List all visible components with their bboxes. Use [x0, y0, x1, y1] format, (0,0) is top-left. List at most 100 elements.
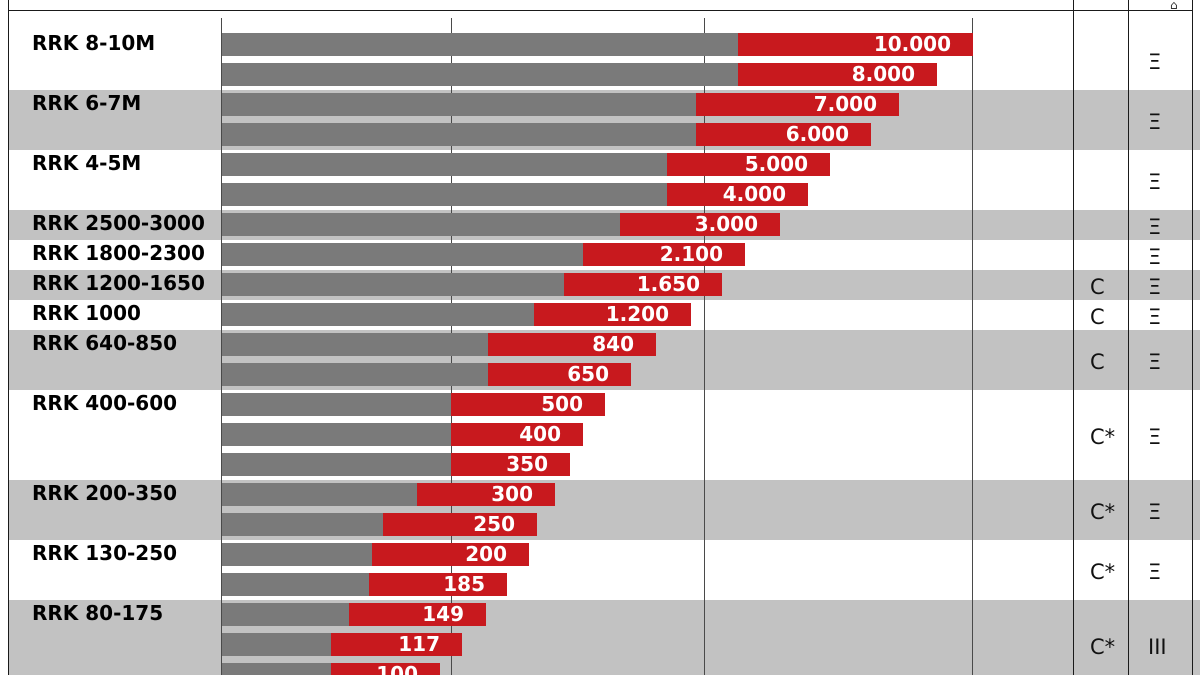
group-label: RRK 400-600: [32, 391, 178, 415]
menu-icon: III: [1148, 634, 1167, 659]
bar-base-segment: [222, 663, 331, 675]
bar-base-segment: [222, 543, 373, 566]
bar-base-segment: [222, 93, 696, 116]
bar-value-label: 10.000: [738, 33, 973, 56]
bar-base-segment: [222, 453, 451, 476]
bar: 149: [222, 603, 486, 626]
bar: 650: [222, 363, 631, 386]
menu-icon: Ξ: [1148, 424, 1162, 449]
group-label: RRK 1200-1650: [32, 271, 205, 295]
class-marker: C*: [1090, 424, 1116, 449]
menu-icon: Ξ: [1148, 274, 1162, 299]
bar: 250: [222, 513, 537, 536]
row-band: [8, 600, 1200, 675]
group-label: RRK 1800-2300: [32, 241, 205, 265]
class-marker: C: [1090, 274, 1105, 299]
bar: 350: [222, 453, 570, 476]
class-marker: C*: [1090, 499, 1116, 524]
group-label: RRK 8-10M: [32, 31, 156, 55]
bar-base-segment: [222, 633, 331, 656]
bar: 400: [222, 423, 583, 446]
bar: 6.000: [222, 123, 871, 146]
bar-value-label: 5.000: [667, 153, 830, 176]
bar-value-label: 8.000: [738, 63, 937, 86]
bar: 4.000: [222, 183, 808, 206]
bar-base-segment: [222, 423, 451, 446]
class-marker: C*: [1090, 634, 1116, 659]
bar-value-label: 400: [451, 423, 583, 446]
bar-value-label: 500: [451, 393, 605, 416]
menu-icon: Ξ: [1148, 559, 1162, 584]
group-label: RRK 130-250: [32, 541, 178, 565]
row-band: [8, 480, 1200, 540]
bar: 2.100: [222, 243, 745, 266]
bar-value-label: 6.000: [696, 123, 871, 146]
frame-line: [1128, 0, 1129, 675]
bar-value-label: 117: [331, 633, 462, 656]
gridline: [704, 18, 705, 675]
gridline: [972, 18, 973, 675]
bar: 200: [222, 543, 529, 566]
class-marker: C: [1090, 304, 1105, 329]
bar-value-label: 350: [451, 453, 570, 476]
bar-value-label: 1.200: [534, 303, 691, 326]
menu-icon: Ξ: [1148, 499, 1162, 524]
bar: 3.000: [222, 213, 780, 236]
bar-value-label: 149: [348, 603, 486, 626]
bar-base-segment: [222, 63, 738, 86]
frame-line: [8, 10, 1193, 11]
group-label: RRK 2500-3000: [32, 211, 205, 235]
bar-value-label: 650: [488, 363, 631, 386]
bar-value-label: 4.000: [667, 183, 808, 206]
bar-value-label: 840: [488, 333, 656, 356]
group-label: RRK 6-7M: [32, 91, 142, 115]
bar: 100: [222, 663, 440, 675]
bar-base-segment: [222, 153, 667, 176]
bar-value-label: 7.000: [696, 93, 899, 116]
group-label: RRK 80-175: [32, 601, 164, 625]
gridline: [221, 18, 222, 675]
bar-value-label: 185: [369, 573, 507, 596]
menu-icon: Ξ: [1148, 244, 1162, 269]
bar-base-segment: [222, 303, 534, 326]
bar-value-label: 1.650: [564, 273, 722, 296]
frame-line: [1073, 0, 1074, 675]
group-label: RRK 1000: [32, 301, 141, 325]
bar: 840: [222, 333, 656, 356]
class-marker: C*: [1090, 559, 1116, 584]
menu-icon: Ξ: [1148, 169, 1162, 194]
bar: 7.000: [222, 93, 899, 116]
class-marker: C: [1090, 349, 1105, 374]
bar-base-segment: [222, 183, 667, 206]
bar-value-label: 2.100: [583, 243, 745, 266]
corner-glyph-icon: ⌂: [1170, 0, 1178, 12]
bar: 1.200: [222, 303, 691, 326]
menu-icon: Ξ: [1148, 304, 1162, 329]
group-label: RRK 640-850: [32, 331, 178, 355]
bar: 8.000: [222, 63, 937, 86]
bar-base-segment: [222, 123, 696, 146]
bar-base-segment: [222, 33, 738, 56]
bar-base-segment: [222, 333, 488, 356]
bar-value-label: 100: [331, 663, 440, 675]
group-label: RRK 4-5M: [32, 151, 142, 175]
bar-base-segment: [222, 213, 620, 236]
bar: 5.000: [222, 153, 830, 176]
menu-icon: Ξ: [1148, 49, 1162, 74]
menu-icon: Ξ: [1148, 349, 1162, 374]
bar: 500: [222, 393, 605, 416]
bar-value-label: 200: [372, 543, 529, 566]
bar-value-label: 3.000: [620, 213, 780, 236]
bar: 1.650: [222, 273, 722, 296]
bar: 300: [222, 483, 555, 506]
bar-base-segment: [222, 363, 488, 386]
menu-icon: Ξ: [1148, 214, 1162, 239]
frame-line: [8, 0, 9, 675]
bar-base-segment: [222, 513, 383, 536]
bar-base-segment: [222, 273, 564, 296]
menu-icon: Ξ: [1148, 109, 1162, 134]
bar-base-segment: [222, 393, 451, 416]
bar: 10.000: [222, 33, 973, 56]
bar-value-label: 300: [417, 483, 555, 506]
